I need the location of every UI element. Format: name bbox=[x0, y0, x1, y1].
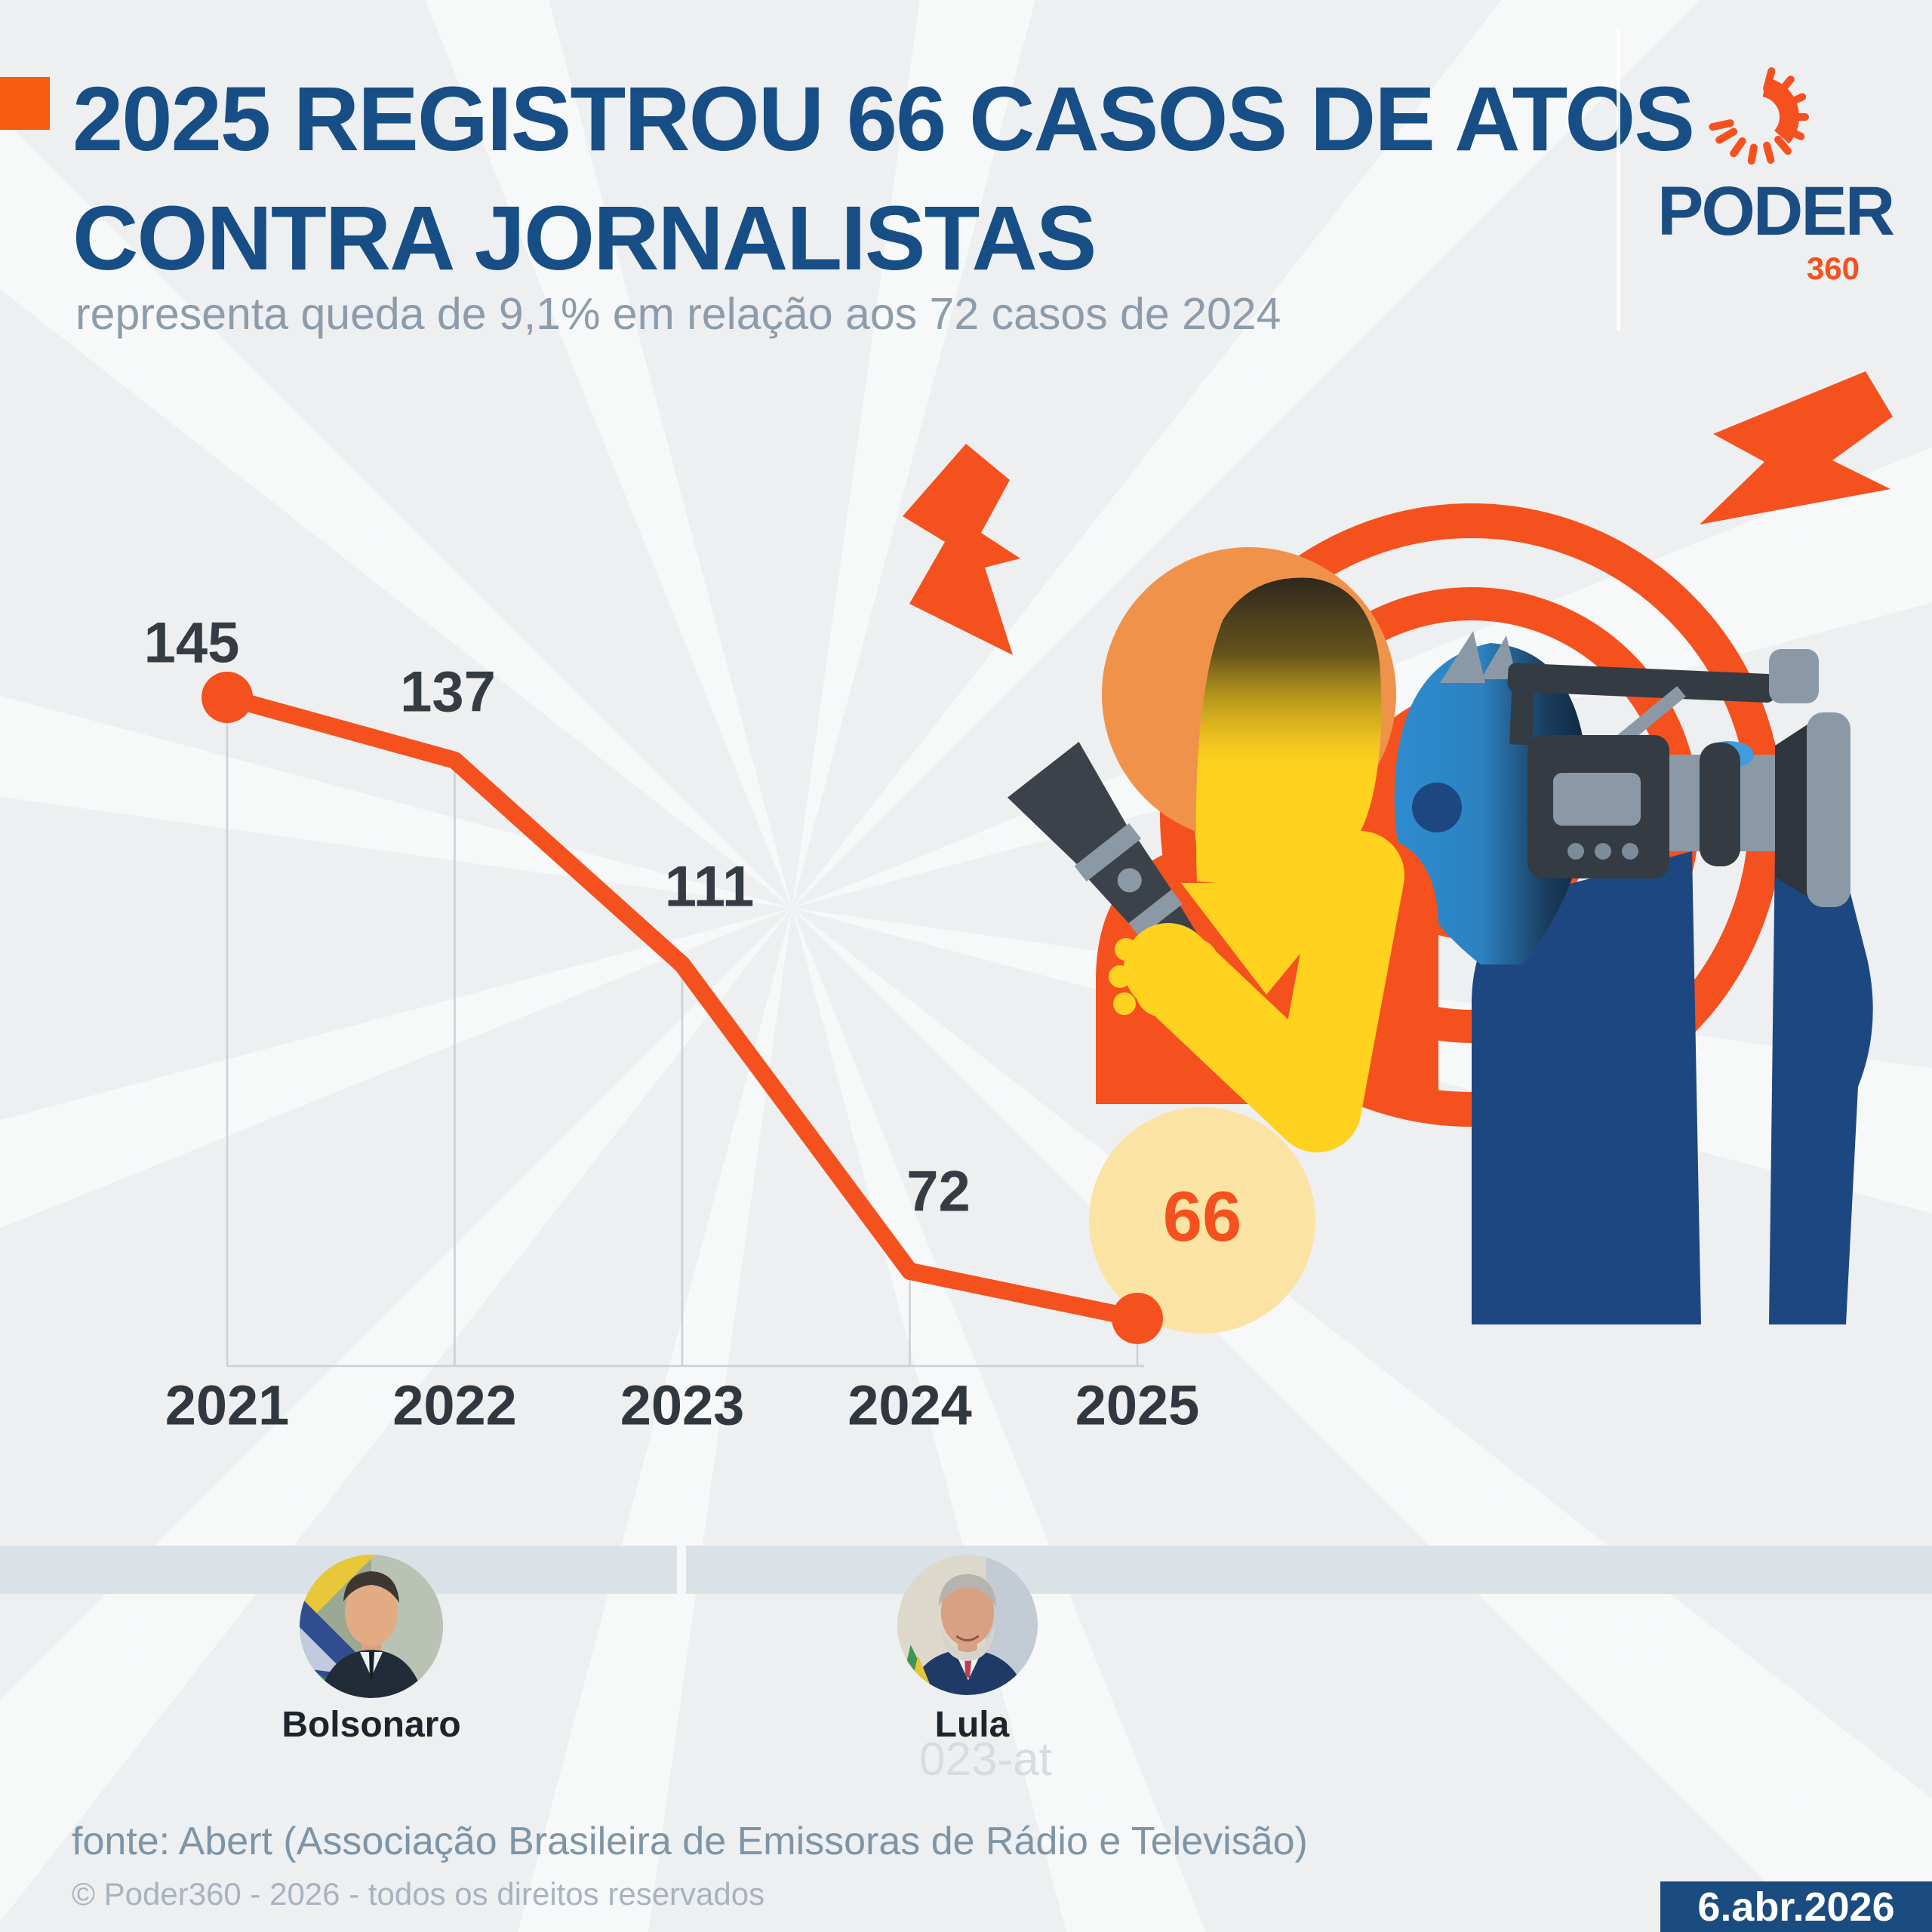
axis-label-2022: 2022 bbox=[392, 1374, 517, 1437]
publication-date: 6.abr.2026 bbox=[1697, 1884, 1895, 1930]
poder360-sunburst-icon bbox=[1709, 67, 1809, 165]
timeline-term-divider bbox=[677, 1546, 686, 1594]
president-name-bolsonaro: Bolsonaro bbox=[281, 1705, 461, 1745]
bolsonaro-photo bbox=[300, 1555, 443, 1698]
logo-suffix: 360 bbox=[1806, 251, 1860, 286]
source-credit: fonte: Abert (Associação Brasileira de E… bbox=[72, 1820, 1308, 1863]
axis-label-2023: 2023 bbox=[620, 1374, 745, 1437]
lightning-bolt-icon bbox=[903, 444, 1020, 655]
data-label-2022: 137 bbox=[400, 660, 496, 724]
title-line2: CONTRA JORNALISTAS bbox=[72, 186, 1097, 289]
lightning-bolt-icon bbox=[1700, 371, 1893, 525]
logo-wordmark: PODER bbox=[1657, 173, 1895, 250]
title-line1: 2025 REGISTROU 66 CASOS DE ATOS bbox=[72, 67, 1695, 170]
publication-date-badge: 6.abr.2026 bbox=[1660, 1881, 1932, 1932]
highlight-circle bbox=[1089, 1107, 1315, 1334]
journalist-with-microphone bbox=[1007, 547, 1438, 1334]
page-title: 2025 REGISTROU 66 CASOS DE ATOS CONTRA J… bbox=[72, 59, 1695, 297]
data-label-2021: 145 bbox=[143, 611, 240, 675]
copyright-notice: © Poder360 - 2026 - todos os direitos re… bbox=[72, 1876, 765, 1912]
lula-photo bbox=[897, 1555, 1038, 1695]
data-label-2024: 72 bbox=[906, 1159, 971, 1224]
camera-operator bbox=[1394, 631, 1873, 1324]
axis-label-2021: 2021 bbox=[165, 1374, 290, 1437]
president-name-lula: Lula bbox=[934, 1705, 1010, 1745]
axis-label-2025: 2025 bbox=[1075, 1374, 1200, 1437]
video-camera-icon bbox=[1507, 649, 1850, 907]
orange-accent-square bbox=[0, 77, 50, 130]
header-divider bbox=[1617, 29, 1620, 331]
timeline-watermark: 023-at bbox=[919, 1734, 1052, 1786]
poder360-logo: PODER 360 bbox=[1645, 60, 1895, 286]
headphone-icon bbox=[1412, 783, 1462, 832]
axis-label-2024: 2024 bbox=[848, 1374, 972, 1437]
page-subtitle: representa queda de 9,1% em relação aos … bbox=[75, 289, 1281, 339]
data-label-2025-highlight: 66 bbox=[1162, 1176, 1242, 1256]
data-label-2023: 111 bbox=[664, 854, 755, 919]
